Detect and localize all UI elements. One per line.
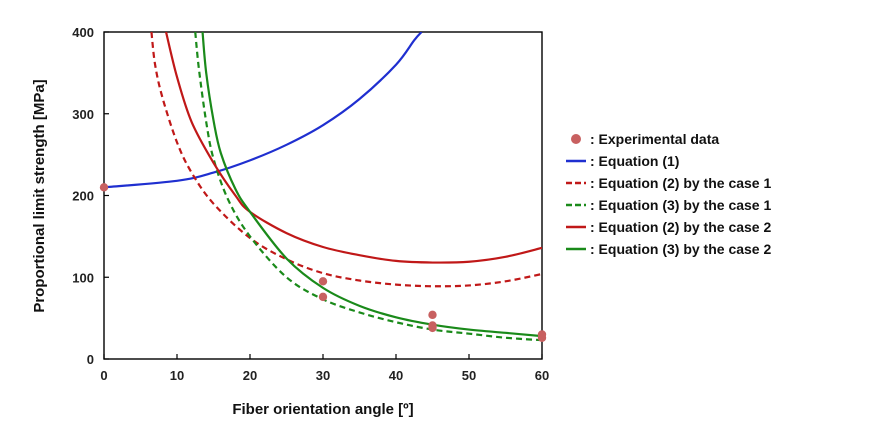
y-tick-label: 100	[72, 270, 94, 285]
scatter-points	[99, 183, 547, 342]
legend: : Experimental data : Equation (1) : Equat…	[566, 131, 771, 257]
y-tick-label: 200	[72, 189, 94, 204]
series-lines	[104, 32, 542, 342]
legend-label: : Equation (3) by the case 2	[590, 241, 771, 257]
x-tick-label: 0	[100, 368, 107, 383]
legend-label: : Equation (3) by the case 1	[590, 197, 771, 213]
y-tick-label: 400	[72, 25, 94, 40]
y-axis: 0 100 200 300 400	[72, 25, 109, 367]
data-point	[318, 292, 328, 302]
x-axis: 0 10 20 30 40 50 60	[100, 354, 549, 383]
series-line-1	[150, 32, 542, 288]
x-tick-label: 20	[243, 368, 257, 383]
x-tick-label: 40	[389, 368, 403, 383]
data-point	[428, 323, 437, 333]
x-tick-label: 50	[462, 368, 476, 383]
legend-marker-experimental	[571, 134, 581, 144]
series-line-2	[194, 32, 542, 342]
legend-label: : Equation (2) by the case 1	[590, 175, 771, 191]
legend-label: : Equation (2) by the case 2	[590, 219, 771, 235]
y-axis-label: Proportional limit strength [MPa]	[31, 79, 48, 312]
data-point	[99, 183, 109, 192]
y-tick-label: 0	[87, 352, 94, 367]
legend-label: : Equation (1)	[590, 153, 679, 169]
x-tick-label: 10	[170, 368, 184, 383]
data-point	[537, 333, 547, 342]
series-line-3	[164, 32, 542, 264]
x-axis-label: Fiber orientation angle [º]	[232, 401, 413, 418]
data-point	[318, 277, 328, 286]
x-tick-label: 30	[316, 368, 330, 383]
x-tick-label: 60	[535, 368, 549, 383]
series-line-0	[104, 32, 423, 189]
y-tick-label: 300	[72, 107, 94, 122]
legend-label: : Experimental data	[590, 131, 719, 147]
plot-frame	[103, 31, 543, 360]
data-point	[428, 310, 437, 320]
series-line-4	[201, 32, 542, 338]
